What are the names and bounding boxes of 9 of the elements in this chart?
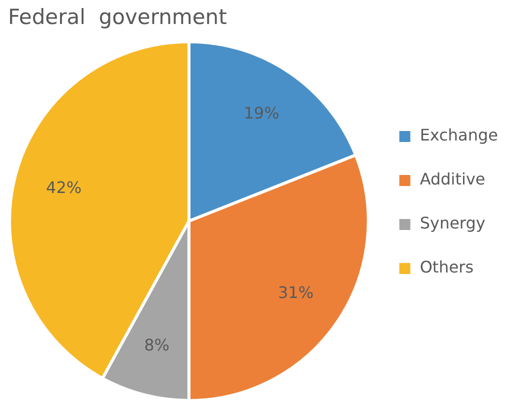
data-label: 8%	[144, 335, 170, 354]
chart-title: Federal government	[8, 5, 227, 30]
legend-label: Additive	[420, 170, 486, 189]
data-label: 19%	[244, 103, 280, 122]
data-label: 42%	[46, 178, 82, 198]
legend-label: Exchange	[420, 126, 498, 145]
legend-label: Others	[420, 258, 474, 277]
data-label: 31%	[278, 282, 314, 302]
legend-label: Synergy	[420, 214, 486, 233]
